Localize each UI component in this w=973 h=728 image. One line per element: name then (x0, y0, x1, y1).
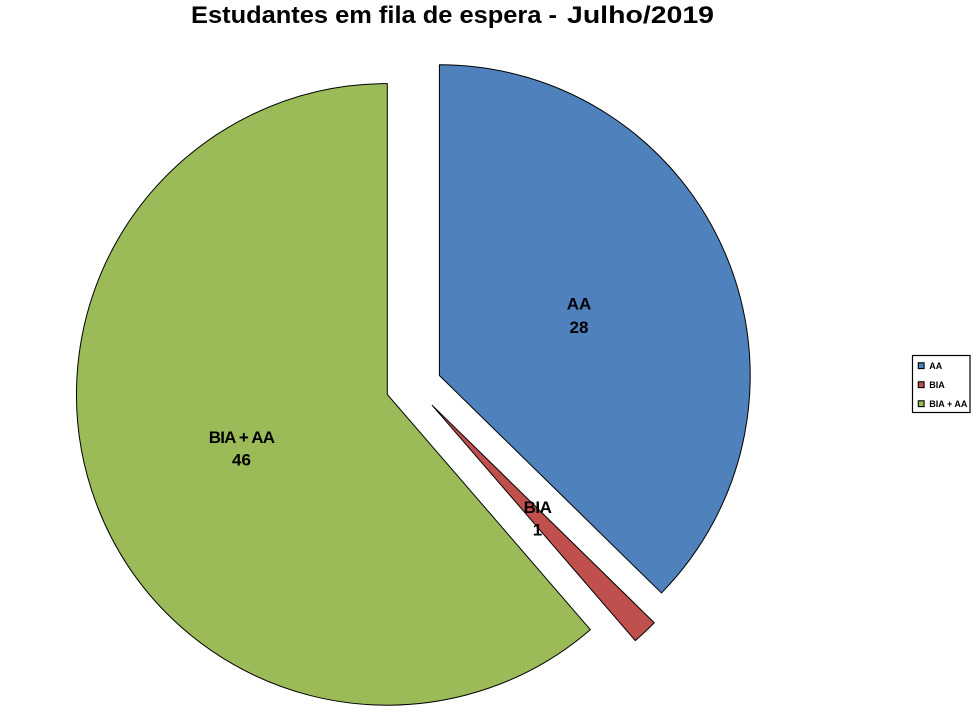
svg-text:AA: AA (567, 295, 592, 314)
svg-text:AA: AA (929, 361, 942, 371)
svg-text:1: 1 (533, 520, 542, 539)
svg-text:BIA + AA: BIA + AA (929, 399, 968, 409)
svg-text:BIA + AA: BIA + AA (209, 428, 275, 447)
svg-text:28: 28 (570, 318, 589, 337)
svg-text:Julho/2019: Julho/2019 (567, 2, 714, 29)
svg-text:46: 46 (232, 451, 251, 470)
svg-text:BIA: BIA (929, 380, 945, 390)
svg-text:BIA: BIA (524, 498, 552, 517)
svg-text:Estudantes em fila de espera -: Estudantes em fila de espera - (191, 2, 557, 29)
